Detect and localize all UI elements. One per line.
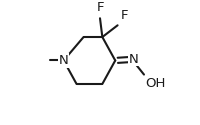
Text: N: N: [59, 54, 69, 67]
Text: OH: OH: [146, 78, 166, 90]
Text: N: N: [129, 53, 138, 66]
Text: F: F: [121, 9, 128, 22]
Text: F: F: [96, 1, 104, 14]
